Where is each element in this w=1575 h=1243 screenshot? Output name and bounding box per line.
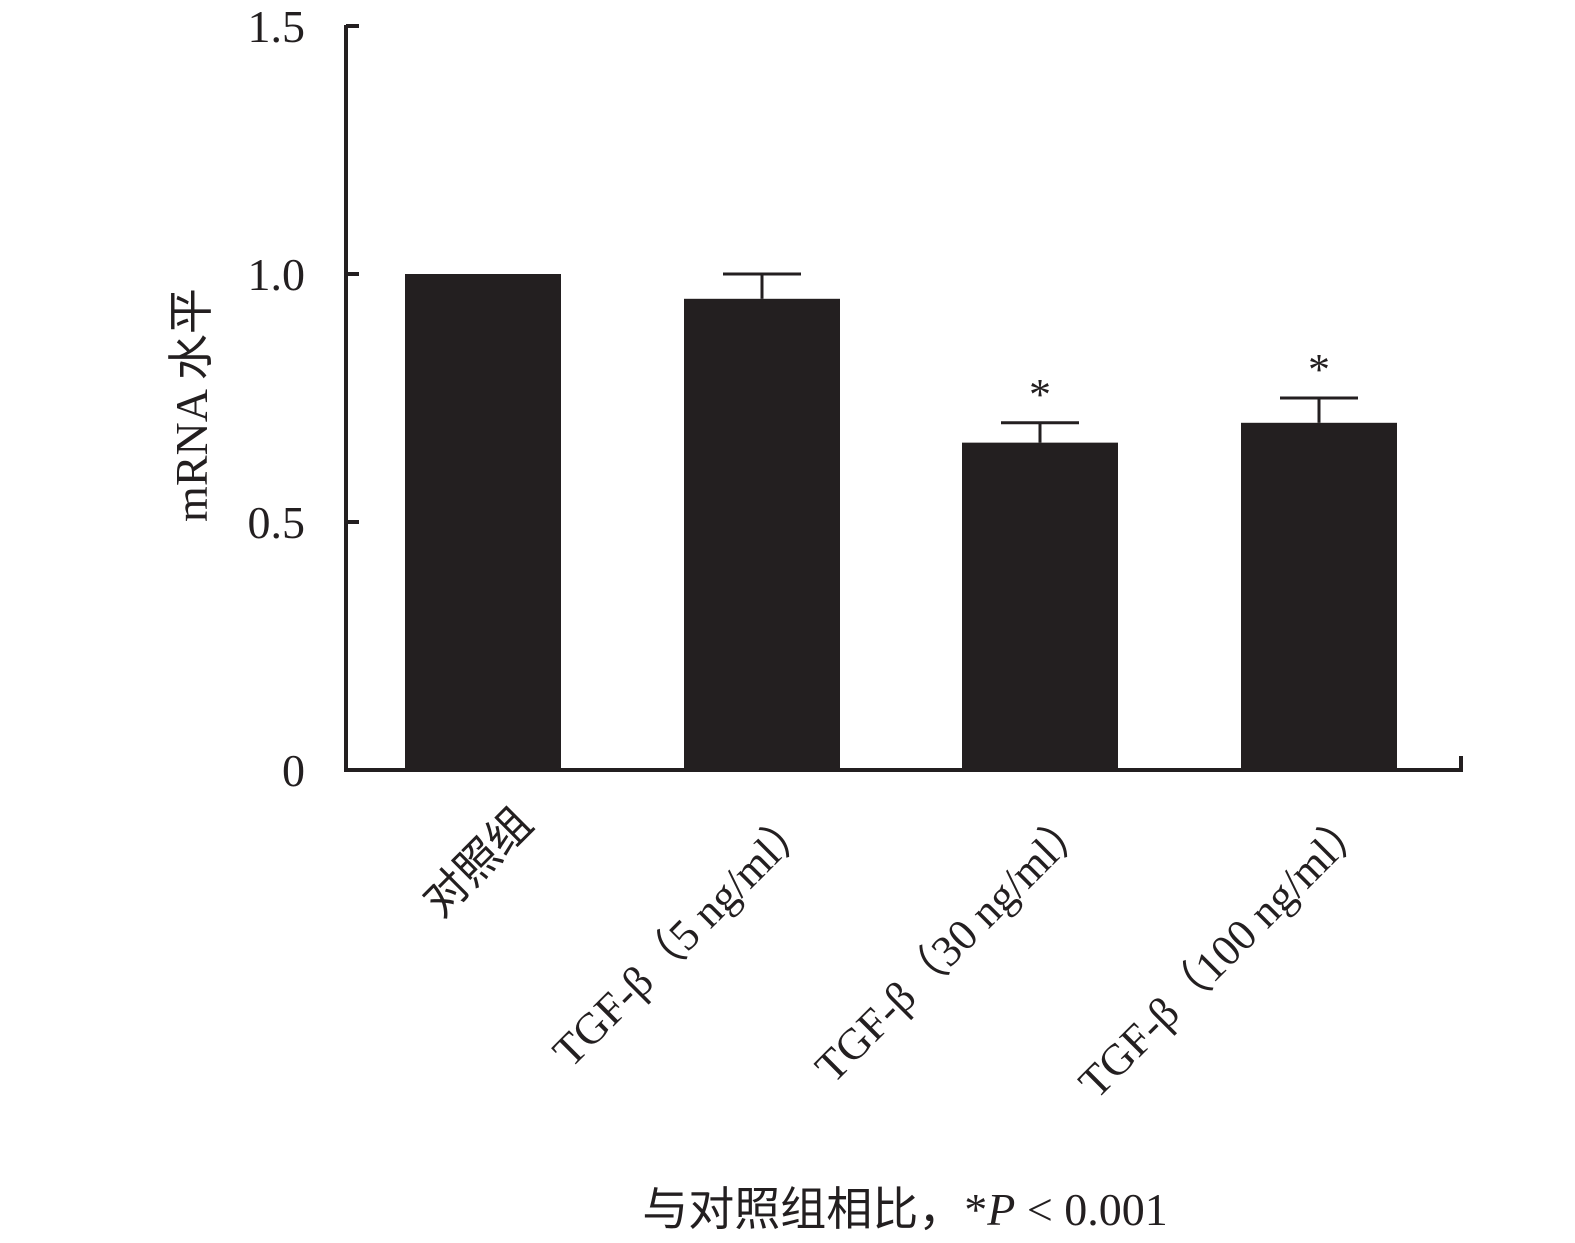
bar [1241, 422, 1397, 770]
footnote-prefix: 与对照组相比，* [642, 1184, 987, 1235]
error-bars [723, 272, 1358, 443]
y-tick-label: 1.0 [248, 249, 306, 300]
footnote-suffix: < 0.001 [1015, 1184, 1167, 1235]
footnote: 与对照组相比，*P < 0.001 [642, 1184, 1168, 1235]
bars [405, 274, 1397, 770]
y-tick-label: 1.5 [248, 1, 306, 52]
category-label: 对照组 [414, 798, 542, 926]
bar [684, 298, 840, 770]
axes [344, 25, 1463, 772]
y-ticks: 0 0.5 1.0 1.5 [248, 1, 359, 796]
significance-marks: ** [1029, 345, 1330, 419]
significance-asterisk: * [1308, 345, 1330, 394]
category-label: TGF-β（100 ng/ml） [1069, 798, 1378, 1107]
significance-asterisk: * [1029, 370, 1051, 419]
category-labels: 对照组 TGF-β（5 ng/ml）TGF-β（30 ng/ml）TGF-β（10… [414, 798, 1378, 1107]
footnote-p: P [986, 1184, 1015, 1235]
y-tick-label: 0.5 [248, 497, 306, 548]
category-label: TGF-β（5 ng/ml） [543, 798, 821, 1076]
y-axis-title: mRNA 水平 [166, 288, 217, 522]
bar [405, 274, 561, 770]
y-tick-label: 0 [282, 745, 305, 796]
category-label: TGF-β（30 ng/ml） [806, 798, 1099, 1091]
bar [962, 442, 1118, 770]
